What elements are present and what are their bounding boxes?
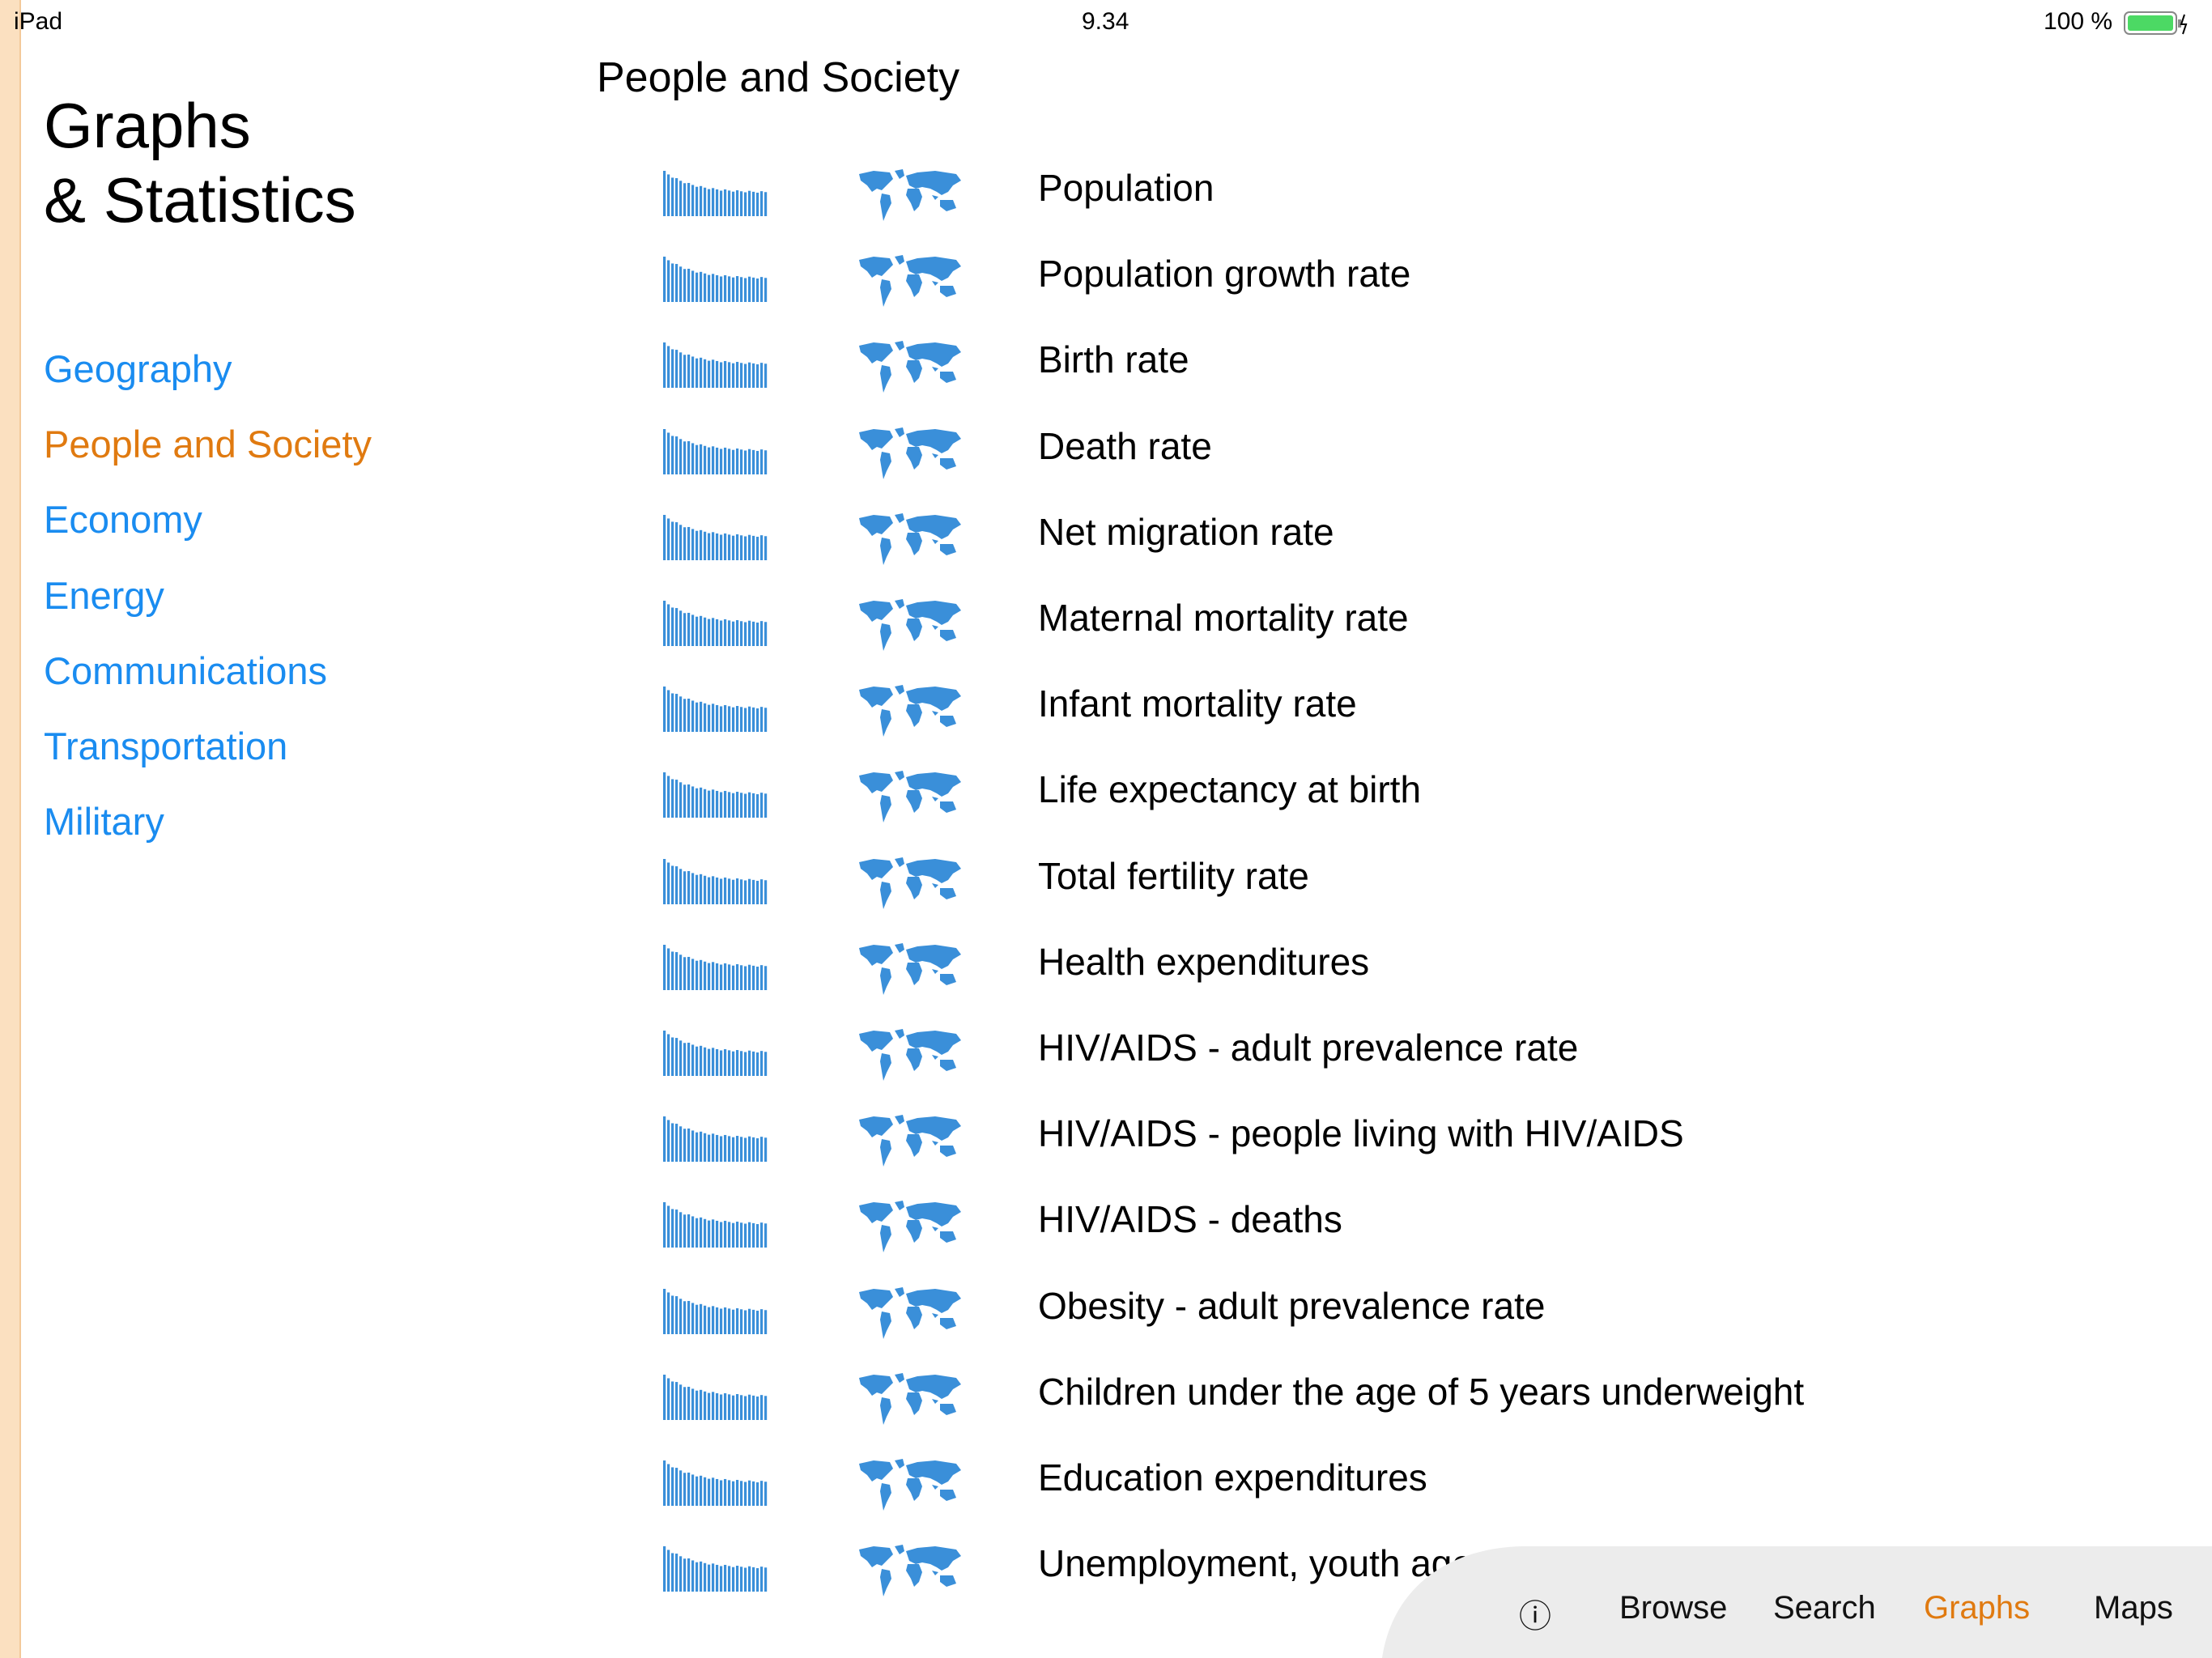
sidebar-item[interactable]: Military bbox=[44, 800, 164, 844]
map-icon[interactable] bbox=[857, 942, 963, 997]
row-label[interactable]: Children under the age of 5 years underw… bbox=[1038, 1370, 1805, 1413]
status-device: iPad bbox=[14, 8, 63, 35]
sidebar-item[interactable]: Transportation bbox=[44, 725, 288, 767]
row-label[interactable]: Net migration rate bbox=[1038, 510, 1334, 553]
map-icon[interactable] bbox=[857, 1286, 963, 1341]
map-icon[interactable] bbox=[857, 597, 963, 653]
tab-item[interactable]: Search bbox=[1773, 1590, 1876, 1626]
sidebar-item[interactable]: People and Society bbox=[44, 423, 372, 466]
map-icon[interactable] bbox=[857, 1113, 963, 1168]
row-label[interactable]: Health expenditures bbox=[1038, 940, 1370, 983]
graph-icon[interactable] bbox=[663, 854, 769, 904]
row-label[interactable]: Death rate bbox=[1038, 424, 1212, 467]
sidebar-title: Graphs bbox=[44, 90, 251, 161]
graph-icon[interactable] bbox=[663, 166, 769, 216]
row-label[interactable]: HIV/AIDS - adult prevalence rate bbox=[1038, 1027, 1579, 1069]
sidebar-item[interactable]: Communications bbox=[44, 648, 328, 692]
row-label[interactable]: Total fertility rate bbox=[1038, 854, 1309, 897]
row-label[interactable]: Population growth rate bbox=[1038, 253, 1411, 295]
graph-icon[interactable] bbox=[663, 338, 769, 388]
graph-icon[interactable] bbox=[663, 940, 769, 990]
graph-icon[interactable] bbox=[663, 1284, 769, 1334]
graph-icon[interactable] bbox=[663, 682, 769, 732]
map-icon[interactable] bbox=[857, 339, 963, 394]
map-icon[interactable] bbox=[857, 253, 963, 308]
section-heading: People and Society bbox=[597, 54, 960, 101]
row-label[interactable]: HIV/AIDS - deaths bbox=[1038, 1198, 1342, 1241]
graph-icon[interactable] bbox=[663, 596, 769, 646]
info-button[interactable]: ⓘ bbox=[1519, 1599, 1551, 1635]
tab-item[interactable]: Maps bbox=[2094, 1590, 2173, 1626]
graph-icon[interactable] bbox=[663, 1370, 769, 1420]
map-icon[interactable] bbox=[857, 1027, 963, 1082]
battery-icon bbox=[2124, 11, 2188, 35]
graph-icon[interactable] bbox=[663, 424, 769, 474]
map-icon[interactable] bbox=[857, 168, 963, 223]
row-label[interactable]: Birth rate bbox=[1038, 338, 1189, 381]
graph-icon[interactable] bbox=[663, 1197, 769, 1248]
map-icon[interactable] bbox=[857, 1543, 963, 1598]
tab-item[interactable]: Graphs bbox=[1924, 1590, 2031, 1626]
graph-icon[interactable] bbox=[663, 252, 769, 302]
sidebar-item[interactable]: Economy bbox=[44, 498, 202, 542]
graph-icon[interactable] bbox=[663, 510, 769, 560]
edge-strip bbox=[0, 0, 21, 1658]
map-icon[interactable] bbox=[857, 512, 963, 567]
map-icon[interactable] bbox=[857, 683, 963, 738]
map-icon[interactable] bbox=[857, 1371, 963, 1426]
graph-icon[interactable] bbox=[663, 1026, 769, 1076]
map-icon[interactable] bbox=[857, 426, 963, 481]
map-icon[interactable] bbox=[857, 769, 963, 824]
row-label[interactable]: Infant mortality rate bbox=[1038, 682, 1357, 725]
status-time: 9.34 bbox=[1082, 8, 1129, 35]
map-icon[interactable] bbox=[857, 1199, 963, 1254]
map-icon[interactable] bbox=[857, 1457, 963, 1512]
row-label[interactable]: HIV/AIDS - people living with HIV/AIDS bbox=[1038, 1112, 1684, 1155]
graph-icon[interactable] bbox=[663, 767, 769, 818]
tab-item[interactable]: Browse bbox=[1619, 1590, 1728, 1626]
sidebar-item[interactable]: Geography bbox=[44, 347, 232, 390]
graph-icon[interactable] bbox=[663, 1541, 769, 1592]
row-label[interactable]: Education expenditures bbox=[1038, 1456, 1427, 1499]
row-label[interactable]: Unemployment, youth ages 15-24 bbox=[1038, 1542, 1597, 1585]
row-label[interactable]: Obesity - adult prevalence rate bbox=[1038, 1284, 1546, 1327]
status-battery: 100 % bbox=[2044, 8, 2113, 35]
sidebar-title: & Statistics bbox=[44, 164, 356, 236]
row-label[interactable]: Maternal mortality rate bbox=[1038, 597, 1409, 639]
graph-icon[interactable] bbox=[663, 1456, 769, 1506]
row-label[interactable]: Life expectancy at birth bbox=[1038, 768, 1422, 811]
sidebar-item[interactable]: Energy bbox=[44, 573, 164, 617]
row-label[interactable]: Population bbox=[1038, 167, 1214, 209]
graph-icon[interactable] bbox=[663, 1112, 769, 1162]
map-icon[interactable] bbox=[857, 856, 963, 911]
